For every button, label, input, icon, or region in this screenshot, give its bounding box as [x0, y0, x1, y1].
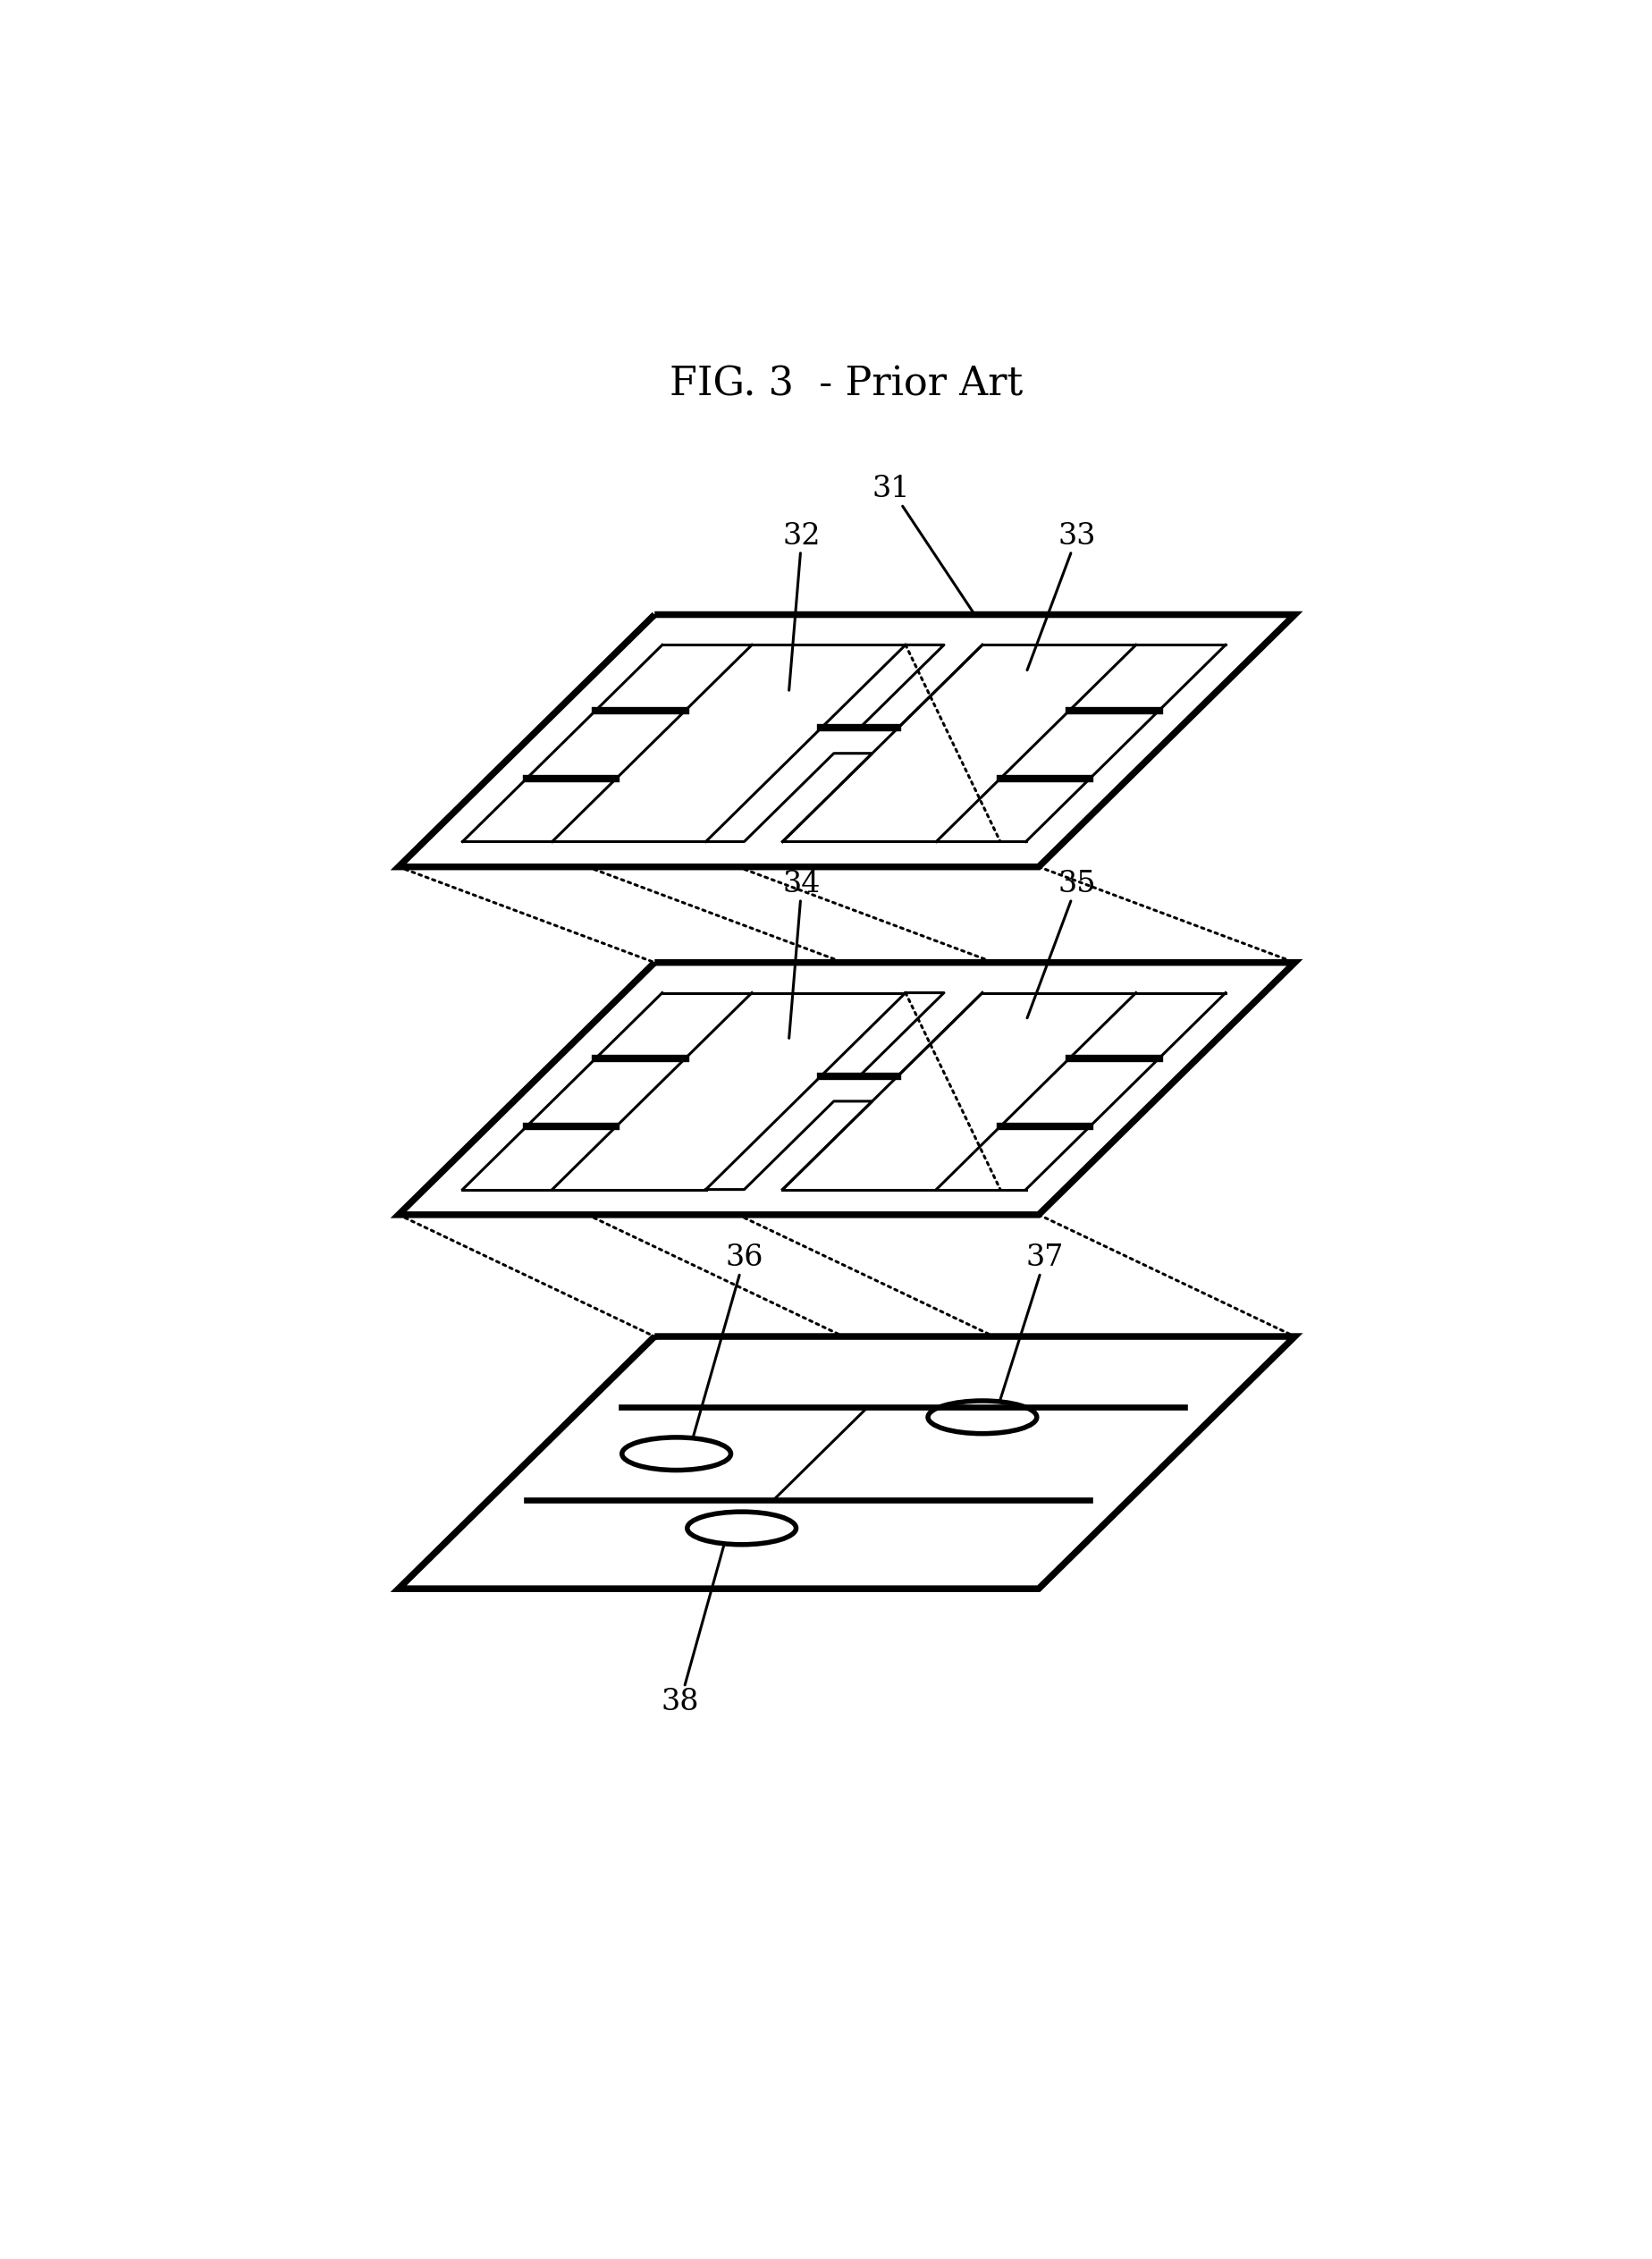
Text: 38: 38 — [661, 1545, 724, 1717]
Text: 35: 35 — [1028, 870, 1097, 1019]
Text: 36: 36 — [694, 1245, 763, 1437]
Text: 34: 34 — [783, 870, 821, 1039]
Text: 31: 31 — [872, 474, 975, 614]
Text: FIG. 3  - Prior Art: FIG. 3 - Prior Art — [671, 366, 1023, 404]
Text: 33: 33 — [1028, 522, 1095, 671]
Text: 32: 32 — [783, 522, 821, 691]
Text: 37: 37 — [1001, 1245, 1064, 1401]
